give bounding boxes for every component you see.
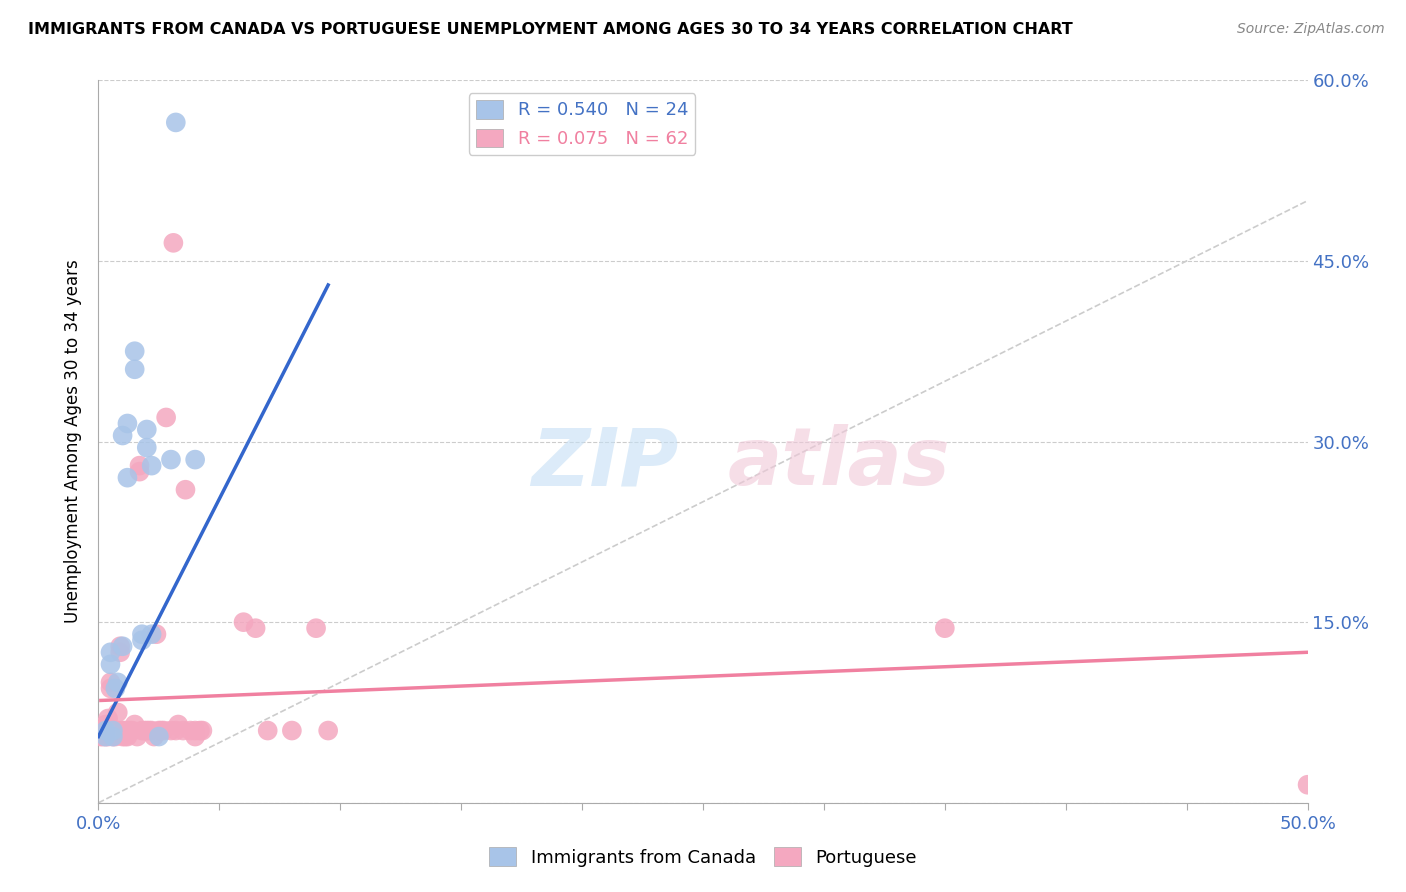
Point bbox=[155, 410, 177, 425]
Point bbox=[135, 723, 157, 738]
Point bbox=[108, 645, 131, 659]
Point bbox=[101, 723, 124, 738]
Point bbox=[150, 723, 173, 738]
Point bbox=[135, 441, 157, 455]
Point bbox=[160, 723, 183, 738]
Point bbox=[114, 723, 136, 738]
Point bbox=[184, 730, 207, 744]
Point bbox=[316, 723, 339, 738]
Point bbox=[121, 723, 143, 738]
Legend: Immigrants from Canada, Portuguese: Immigrants from Canada, Portuguese bbox=[482, 840, 924, 874]
Point bbox=[101, 723, 124, 738]
Point bbox=[191, 723, 214, 738]
Point bbox=[94, 730, 117, 744]
Point bbox=[124, 344, 146, 359]
Point bbox=[101, 730, 124, 744]
Point bbox=[104, 723, 127, 738]
Point bbox=[117, 471, 139, 485]
Point bbox=[143, 730, 166, 744]
Point bbox=[188, 723, 211, 738]
Point bbox=[111, 428, 134, 442]
Point bbox=[134, 723, 156, 738]
Point bbox=[165, 115, 187, 129]
Point bbox=[148, 730, 170, 744]
Point bbox=[97, 730, 120, 744]
Point bbox=[160, 452, 183, 467]
Point bbox=[128, 465, 150, 479]
Point bbox=[107, 723, 129, 738]
Point bbox=[165, 723, 187, 738]
Point bbox=[111, 730, 134, 744]
Point bbox=[141, 723, 163, 738]
Point bbox=[127, 730, 149, 744]
Point bbox=[184, 723, 207, 738]
Point bbox=[305, 621, 328, 635]
Point bbox=[97, 723, 120, 738]
Point bbox=[90, 730, 112, 744]
Point bbox=[152, 723, 174, 738]
Point bbox=[107, 706, 129, 720]
Text: atlas: atlas bbox=[727, 425, 950, 502]
Point bbox=[145, 627, 167, 641]
Point bbox=[124, 717, 146, 731]
Point bbox=[256, 723, 278, 738]
Point bbox=[281, 723, 304, 738]
Point bbox=[179, 723, 201, 738]
Point bbox=[131, 723, 153, 738]
Point bbox=[131, 633, 153, 648]
Point bbox=[100, 645, 122, 659]
Text: IMMIGRANTS FROM CANADA VS PORTUGUESE UNEMPLOYMENT AMONG AGES 30 TO 34 YEARS CORR: IMMIGRANTS FROM CANADA VS PORTUGUESE UNE… bbox=[28, 22, 1073, 37]
Point bbox=[131, 627, 153, 641]
Point bbox=[100, 681, 122, 696]
Point bbox=[97, 712, 120, 726]
Point bbox=[124, 362, 146, 376]
Point bbox=[101, 730, 124, 744]
Point bbox=[94, 730, 117, 744]
Legend: R = 0.540   N = 24, R = 0.075   N = 62: R = 0.540 N = 24, R = 0.075 N = 62 bbox=[468, 93, 696, 155]
Point bbox=[108, 639, 131, 653]
Point bbox=[94, 723, 117, 738]
Point bbox=[138, 723, 160, 738]
Text: ZIP: ZIP bbox=[531, 425, 679, 502]
Point bbox=[94, 717, 117, 731]
Point bbox=[117, 723, 139, 738]
Point bbox=[118, 723, 141, 738]
Point bbox=[141, 458, 163, 473]
Point bbox=[91, 723, 114, 738]
Point bbox=[148, 723, 170, 738]
Point bbox=[111, 723, 134, 738]
Point bbox=[167, 717, 190, 731]
Point bbox=[184, 452, 207, 467]
Point bbox=[934, 621, 956, 635]
Point bbox=[104, 730, 127, 744]
Point bbox=[128, 458, 150, 473]
Point bbox=[172, 723, 194, 738]
Point bbox=[162, 235, 184, 250]
Point bbox=[245, 621, 267, 635]
Point bbox=[141, 627, 163, 641]
Point bbox=[107, 675, 129, 690]
Y-axis label: Unemployment Among Ages 30 to 34 years: Unemployment Among Ages 30 to 34 years bbox=[65, 260, 83, 624]
Point bbox=[91, 730, 114, 744]
Point bbox=[135, 423, 157, 437]
Point bbox=[94, 723, 117, 738]
Point bbox=[100, 657, 122, 672]
Point bbox=[117, 417, 139, 431]
Point bbox=[1296, 778, 1319, 792]
Point bbox=[117, 730, 139, 744]
Text: Source: ZipAtlas.com: Source: ZipAtlas.com bbox=[1237, 22, 1385, 37]
Point bbox=[104, 681, 127, 696]
Point bbox=[90, 723, 112, 738]
Point bbox=[114, 730, 136, 744]
Point bbox=[232, 615, 254, 630]
Point bbox=[111, 639, 134, 653]
Point bbox=[100, 675, 122, 690]
Point bbox=[174, 483, 197, 497]
